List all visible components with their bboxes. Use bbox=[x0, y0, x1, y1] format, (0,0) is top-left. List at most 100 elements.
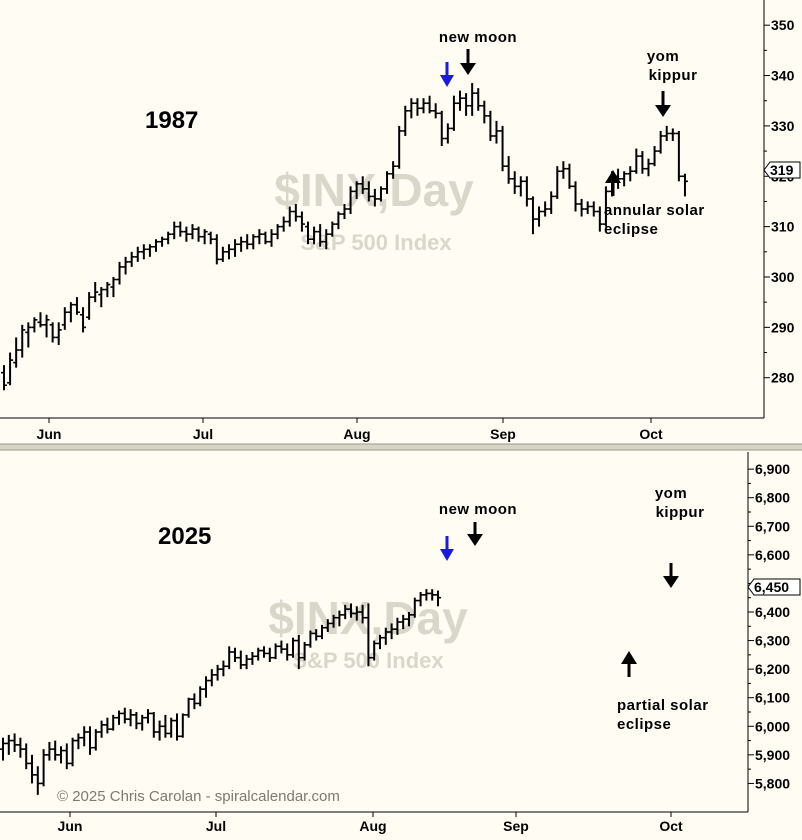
x-tick-label: Jun bbox=[37, 426, 62, 442]
x-tick-label: Aug bbox=[359, 818, 386, 834]
ohlc-bar bbox=[23, 743, 30, 770]
ohlc-bar bbox=[29, 754, 35, 784]
ohlc-bar bbox=[37, 312, 44, 328]
y-tick-label: 340 bbox=[771, 68, 795, 84]
ohlc-bar bbox=[249, 652, 256, 665]
y-tick-label: 310 bbox=[771, 219, 795, 235]
ohlc-bar bbox=[92, 282, 99, 303]
ohlc-bar bbox=[396, 125, 403, 169]
ohlc-bar bbox=[110, 714, 117, 731]
ohlc-bar bbox=[127, 709, 134, 727]
chart-panel-2025: $INX,Day S&P 500 Index 2025 5,8005,9006,… bbox=[0, 452, 801, 834]
ohlc-bar bbox=[75, 733, 82, 750]
ohlc-bar bbox=[329, 221, 336, 237]
ohlc-bar bbox=[122, 256, 129, 275]
last-value-label: 319 bbox=[770, 162, 794, 178]
ohlc-bar bbox=[505, 156, 512, 184]
ohlc-bar bbox=[384, 171, 391, 194]
ohlc-bar bbox=[669, 128, 676, 142]
ohlc-bar bbox=[268, 229, 275, 247]
ohlc-bar bbox=[621, 171, 628, 187]
ohlc-bar bbox=[250, 234, 257, 250]
ohlc-bar bbox=[225, 244, 232, 260]
ohlc-bar bbox=[584, 201, 591, 215]
ohlc-bar bbox=[554, 166, 561, 199]
ohlc-bar bbox=[165, 231, 172, 245]
ohlc-bar bbox=[523, 176, 530, 207]
ohlc-bar bbox=[675, 130, 682, 182]
ohlc-bar bbox=[417, 592, 424, 607]
ohlc-bar bbox=[481, 100, 488, 124]
x-tick-label: Aug bbox=[343, 426, 370, 442]
ohlc-bar bbox=[657, 130, 664, 154]
up-arrow-icon bbox=[621, 651, 637, 677]
ohlc-bar bbox=[444, 123, 451, 144]
ohlc-bar bbox=[353, 181, 360, 199]
x-tick-label: Sep bbox=[503, 818, 529, 834]
ohlc-bar bbox=[63, 743, 70, 770]
ohlc-bar bbox=[17, 737, 24, 758]
annotation-annular-solar-eclipse: annular solar eclipse bbox=[604, 170, 705, 238]
ohlc-bar bbox=[244, 234, 251, 250]
ohlc-bar bbox=[134, 246, 141, 262]
annotation-label: yom bbox=[655, 485, 687, 502]
ohlc-bar bbox=[286, 206, 293, 227]
annotation-yom-kippur: yom kippur bbox=[647, 48, 698, 117]
ohlc-bar bbox=[342, 604, 349, 620]
ohlc-bar bbox=[359, 604, 366, 624]
ohlc-bar bbox=[156, 720, 163, 741]
ohlc-bar bbox=[566, 163, 573, 189]
ohlc-bar bbox=[213, 234, 220, 265]
x-axis: Jun Jul Aug Sep Oct bbox=[58, 812, 683, 834]
ohlc-bar bbox=[411, 597, 418, 618]
ohlc-bar bbox=[13, 337, 20, 368]
annotation-label: annular solar bbox=[604, 202, 705, 219]
ohlc-bar bbox=[159, 236, 166, 247]
ohlc-bar bbox=[432, 103, 439, 119]
ohlc-bar bbox=[201, 229, 208, 245]
annotation-label: kippur bbox=[656, 504, 705, 521]
x-axis: Jun Jul Aug Sep Oct bbox=[37, 418, 663, 442]
ohlc-bar bbox=[92, 729, 99, 751]
ohlc-bar bbox=[305, 221, 311, 245]
ohlc-bar bbox=[31, 317, 38, 333]
ohlc-bar bbox=[365, 181, 372, 202]
y-axis: 5,8005,9006,0006,1006,2006,3006,4006,500… bbox=[748, 461, 790, 791]
ohlc-bar bbox=[348, 603, 354, 618]
y-tick-label: 350 bbox=[771, 17, 795, 33]
ohlc-bar bbox=[324, 619, 331, 632]
y-tick-label: 6,200 bbox=[755, 661, 790, 677]
ohlc-bar bbox=[438, 110, 445, 147]
ohlc-bar bbox=[40, 749, 47, 787]
ohlc-bar bbox=[388, 623, 395, 640]
annotation-label: kippur bbox=[649, 67, 698, 84]
ohlc-bar bbox=[493, 120, 500, 144]
ohlc-bar bbox=[49, 322, 56, 343]
ohlc-bar bbox=[292, 203, 299, 222]
ohlc-bar bbox=[330, 614, 337, 628]
ohlc-bar bbox=[58, 746, 64, 764]
ohlc-bar bbox=[377, 634, 383, 650]
ohlc-bar bbox=[423, 589, 430, 601]
blue-down-arrow-icon bbox=[440, 62, 454, 87]
ohlc-bar bbox=[475, 88, 482, 111]
down-arrow-icon bbox=[467, 522, 483, 546]
ohlc-bar bbox=[232, 239, 239, 257]
ohlc-bar bbox=[390, 161, 397, 179]
ohlc-bar bbox=[243, 654, 250, 670]
ohlc-bar bbox=[529, 196, 536, 235]
y-tick-label: 5,800 bbox=[755, 775, 790, 791]
annotation-label: yom bbox=[647, 48, 679, 65]
ohlc-bar bbox=[81, 726, 88, 747]
annotation-new-moon: new moon bbox=[439, 501, 517, 561]
ohlc-bar bbox=[116, 261, 123, 285]
ohlc-bar bbox=[450, 95, 457, 131]
ohlc-bar bbox=[511, 171, 518, 194]
ohlc-bar bbox=[371, 188, 378, 207]
down-arrow-icon bbox=[460, 49, 476, 75]
ohlc-bar bbox=[67, 302, 74, 323]
last-value-label: 6,450 bbox=[754, 579, 789, 595]
ohlc-bar bbox=[295, 634, 302, 670]
ohlc-bar bbox=[146, 244, 153, 257]
